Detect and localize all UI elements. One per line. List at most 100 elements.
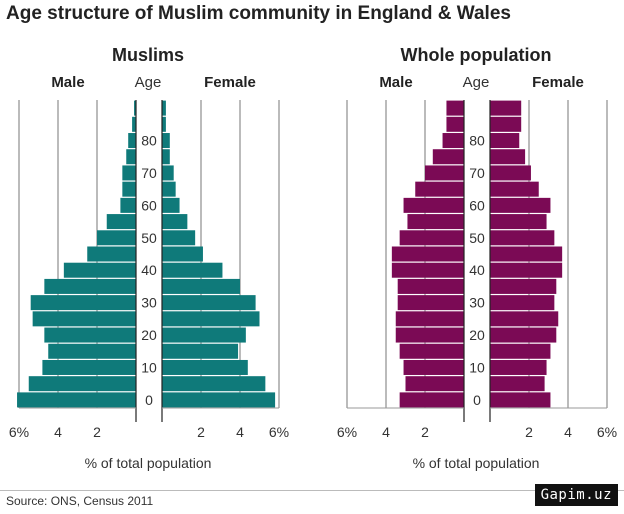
male-bar-45-49 — [87, 246, 136, 262]
male-bar-45-49 — [391, 246, 464, 262]
female-bar-85-89 — [162, 116, 166, 132]
male-bar-35-39 — [44, 278, 136, 294]
female-bar-90+ — [490, 100, 522, 116]
male-bar-55-59 — [106, 214, 136, 230]
age-tick-label: 70 — [141, 165, 157, 181]
x-tick-label: 6% — [9, 424, 29, 440]
age-tick-label: 10 — [469, 359, 485, 375]
x-tick-label: 2 — [421, 424, 429, 440]
x-tick-label: 2 — [197, 424, 205, 440]
age-tick-label: 20 — [469, 327, 485, 343]
female-bar-55-59 — [162, 214, 188, 230]
age-tick-label: 50 — [469, 230, 485, 246]
female-bar-90+ — [162, 100, 166, 116]
male-bar-75-79 — [432, 149, 464, 165]
female-bar-0-4 — [162, 392, 276, 408]
male-label-muslims: Male — [51, 74, 85, 91]
female-bar-50-54 — [490, 230, 555, 246]
female-bar-60-64 — [162, 197, 180, 213]
male-bar-30-34 — [397, 295, 464, 311]
x-tick-label: 4 — [236, 424, 244, 440]
source-note: Source: ONS, Census 2011 — [6, 494, 154, 508]
female-bar-5-9 — [162, 376, 266, 392]
panel-title-whole-population: Whole population — [400, 45, 552, 65]
male-bar-0-4 — [17, 392, 136, 408]
female-bar-45-49 — [162, 246, 203, 262]
female-bar-70-74 — [162, 165, 174, 181]
age-tick-label: 50 — [141, 230, 157, 246]
female-bar-25-29 — [162, 311, 260, 327]
x-axis-label-muslims: % of total population — [84, 455, 212, 471]
male-bar-0-4 — [399, 392, 464, 408]
female-bar-50-54 — [162, 230, 196, 246]
male-bar-60-64 — [120, 197, 136, 213]
chart-title: Age structure of Muslim community in Eng… — [6, 3, 511, 24]
female-bar-15-19 — [490, 343, 551, 359]
x-tick-label: 4 — [564, 424, 572, 440]
age-tick-label: 80 — [141, 133, 157, 149]
male-bar-40-44 — [391, 262, 464, 278]
age-tick-label: 0 — [145, 392, 153, 408]
female-bar-80-84 — [162, 133, 170, 149]
age-tick-label: 60 — [469, 197, 485, 213]
x-tick-label: 6% — [597, 424, 617, 440]
age-tick-label: 10 — [141, 359, 157, 375]
age-tick-label: 20 — [141, 327, 157, 343]
x-tick-label: 2 — [525, 424, 533, 440]
male-bar-35-39 — [397, 278, 464, 294]
male-bar-25-29 — [395, 311, 464, 327]
x-tick-label: 6% — [269, 424, 289, 440]
female-bar-20-24 — [162, 327, 246, 343]
female-bar-25-29 — [490, 311, 559, 327]
male-bar-30-34 — [30, 295, 137, 311]
male-bar-85-89 — [132, 116, 136, 132]
male-bar-50-54 — [97, 230, 136, 246]
female-bar-75-79 — [162, 149, 170, 165]
male-bar-5-9 — [28, 376, 136, 392]
female-bar-85-89 — [490, 116, 522, 132]
male-bar-20-24 — [44, 327, 136, 343]
male-bar-25-29 — [32, 311, 136, 327]
age-label-whole: Age — [462, 74, 490, 91]
female-bar-15-19 — [162, 343, 239, 359]
panel-title-muslims: Muslims — [111, 45, 185, 65]
male-bar-55-59 — [407, 214, 464, 230]
male-bar-15-19 — [48, 343, 136, 359]
age-tick-label: 30 — [469, 295, 485, 311]
female-bar-10-14 — [162, 359, 248, 375]
age-tick-label: 40 — [141, 262, 157, 278]
female-bar-65-69 — [162, 181, 176, 197]
age-tick-label: 30 — [141, 295, 157, 311]
female-bar-0-4 — [490, 392, 551, 408]
female-bar-30-34 — [162, 295, 256, 311]
male-bar-90+ — [446, 100, 464, 116]
female-bar-55-59 — [490, 214, 547, 230]
female-bar-20-24 — [490, 327, 557, 343]
age-tick-label: 0 — [473, 392, 481, 408]
male-bar-70-74 — [425, 165, 464, 181]
male-bar-80-84 — [442, 133, 464, 149]
x-tick-label: 6% — [337, 424, 357, 440]
footer-divider — [0, 490, 624, 491]
male-bar-15-19 — [399, 343, 464, 359]
male-bar-60-64 — [403, 197, 464, 213]
male-bar-80-84 — [128, 133, 136, 149]
female-bar-10-14 — [490, 359, 547, 375]
male-bar-70-74 — [122, 165, 136, 181]
female-bar-40-44 — [162, 262, 223, 278]
male-bar-65-69 — [122, 181, 136, 197]
female-bar-35-39 — [162, 278, 240, 294]
x-tick-label: 4 — [382, 424, 390, 440]
male-bar-50-54 — [399, 230, 464, 246]
male-bar-65-69 — [415, 181, 464, 197]
female-bar-60-64 — [490, 197, 551, 213]
female-label-whole: Female — [532, 74, 584, 91]
female-bar-75-79 — [490, 149, 526, 165]
female-bar-40-44 — [490, 262, 563, 278]
male-bar-40-44 — [63, 262, 136, 278]
female-bar-5-9 — [490, 376, 545, 392]
male-label-whole: Male — [379, 74, 413, 91]
male-bar-75-79 — [126, 149, 136, 165]
